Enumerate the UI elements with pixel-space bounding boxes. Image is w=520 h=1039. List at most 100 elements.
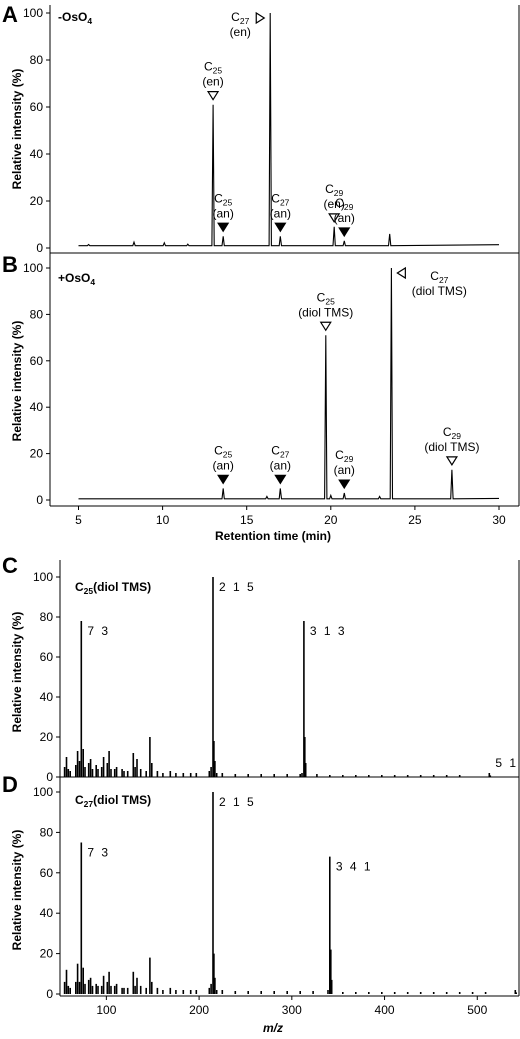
panel-b-annotation-3-phase: (an)	[212, 458, 233, 472]
panel-a-annotation-1-marker	[255, 11, 266, 25]
panel-c-ion-label: 7 3	[87, 624, 110, 638]
panel-b-x-tick-label: 5	[75, 513, 82, 527]
panel-a-annotation-4-phase: (en)	[323, 197, 344, 211]
panel-a-annotation-0-compound: C25	[204, 60, 222, 76]
panel-a-annotation-3-phase: (an)	[270, 206, 291, 220]
panel-a-y-tick-label: 80	[30, 53, 44, 67]
panel-b-y-tick-label: 20	[30, 447, 44, 461]
panel-b-x-axis-label: Retention time (min)	[215, 529, 331, 543]
panel-b-annotation-5-marker	[338, 479, 351, 490]
panel-d-bars	[63, 792, 518, 994]
panel-c-mass-spectrum: C25(diol TMS) Relative intensity (%) 0 20…	[10, 560, 520, 784]
panel-a-y-axis-label: Relative intensity (%)	[10, 69, 24, 190]
panel-a-annotation-3-compound: C27	[271, 191, 289, 207]
panel-label-c: C	[2, 553, 18, 578]
panel-b-annotation-4-marker	[274, 474, 287, 485]
panel-d-x-tick-label: 200	[189, 1003, 209, 1017]
panel-b-x-tick-label: 10	[156, 513, 170, 527]
panel-a-annotation-5-compound: C29	[335, 196, 353, 212]
panel-d-compound-label: C27(diol TMS)	[75, 793, 151, 809]
panel-b-annotation-0-compound: C25	[317, 290, 335, 306]
panel-c-compound-label: C25(diol TMS)	[75, 580, 151, 596]
panel-label-a: A	[2, 2, 18, 27]
panel-a-trace	[78, 12, 500, 247]
panel-d-y-tick-label: 40	[40, 906, 54, 920]
panel-c-bars	[63, 577, 492, 777]
panel-b-annotation-0-phase: (diol TMS)	[298, 305, 353, 319]
panel-d-ion-label: 2 1 5	[219, 795, 256, 809]
panel-b-condition-label: +OsO4	[58, 271, 95, 287]
panel-d-y-tick-label: 60	[40, 866, 54, 880]
panel-b-annotation-5-compound: C29	[335, 448, 353, 464]
panel-c-y-ticks: 0 20 40 60 80 100	[33, 570, 60, 784]
panel-b-y-tick-label: 40	[30, 400, 44, 414]
panel-d-x-tick-label: 100	[96, 1003, 116, 1017]
panel-b-y-tick-label: 80	[30, 307, 44, 321]
panel-c-ion-label: 2 1 5	[219, 580, 256, 594]
panel-b-annotations: C25(diol TMS)C27(diol TMS)C29(diol TMS)C…	[212, 266, 479, 490]
panel-a-annotation-4-compound: C29	[325, 182, 343, 198]
panel-b-y-tick-label: 0	[36, 493, 43, 507]
panel-d-y-tick-label: 80	[40, 825, 54, 839]
panel-a-y-tick-label: 40	[30, 147, 44, 161]
panel-a-annotation-0-phase: (en)	[202, 75, 223, 89]
panel-b-annotation-5-phase: (an)	[334, 463, 355, 477]
panel-b-trace	[78, 267, 500, 500]
panel-c-ion-labels: 7 3 2 1 5 3 1 3 5 1 3	[87, 580, 520, 770]
panel-b-x-tick-label: 30	[492, 513, 506, 527]
panel-b-y-tick-label: 100	[23, 261, 43, 275]
panel-c-y-tick-label: 40	[40, 690, 54, 704]
panel-b-y-axis-label: Relative intensity (%)	[10, 321, 24, 442]
panel-a-annotation-0-marker	[206, 91, 220, 101]
panel-b-annotation-3-compound: C25	[214, 443, 232, 459]
panel-a-y-tick-label: 20	[30, 194, 44, 208]
panel-b-annotation-4-compound: C27	[271, 443, 289, 459]
panel-b-annotation-1-phase: (diol TMS)	[412, 284, 467, 298]
panel-a-annotation-1-phase: (en)	[230, 25, 251, 39]
panel-c-y-tick-label: 20	[40, 730, 54, 744]
panel-b-annotation-3-marker	[217, 474, 230, 485]
panel-d-mass-spectrum: C27(diol TMS) Relative intensity (%) 0 20…	[10, 777, 520, 1035]
panel-d-x-tick-label: 300	[282, 1003, 302, 1017]
panel-b-annotation-0-marker	[319, 321, 332, 332]
panel-a-annotation-1-compound: C27	[231, 10, 249, 26]
panel-d-ion-labels: 7 32 1 53 4 15 4 1	[87, 795, 373, 874]
panel-b-annotation-4-phase: (an)	[270, 458, 291, 472]
panel-b-chromatogram: +OsO4 Relative intensity (%) 0 20 40 60 80 10…	[10, 253, 520, 543]
panel-b-y-ticks: 0 20 40 60 80 100	[23, 261, 50, 507]
panel-c-y-tick-label: 100	[33, 570, 53, 584]
panel-d-x-tick-label: 400	[375, 1003, 395, 1017]
panel-b-y-tick-label: 60	[30, 354, 44, 368]
panel-a-annotation-3-marker	[274, 222, 287, 233]
panel-b-annotation-2-compound: C29	[443, 425, 461, 441]
panel-a-condition-label: -OsO4	[58, 10, 92, 26]
panel-d-ion-label: 3 4 1	[336, 860, 373, 874]
panel-c-y-axis-label: Relative intensity (%)	[10, 612, 24, 733]
panel-d-x-axis-label: m/z	[263, 1021, 283, 1035]
panel-c-y-tick-label: 60	[40, 650, 54, 664]
panel-b-x-tick-label: 25	[408, 513, 422, 527]
panel-label-d: D	[2, 772, 18, 797]
panel-a-y-tick-label: 100	[23, 6, 43, 20]
panel-d-y-tick-label: 0	[46, 987, 53, 1001]
panel-a-annotation-5-marker	[338, 227, 351, 238]
panel-b-x-ticks: 5 10 15 20 25 30	[75, 506, 506, 527]
panel-c-ion-label: 5 1 3	[495, 756, 520, 770]
panel-a-y-ticks: 0 20 40 60 80 100	[23, 6, 50, 255]
panel-d-ion-label: 7 3	[87, 846, 110, 860]
panel-c-ion-label: 3 1 3	[310, 624, 347, 638]
panel-d-x-ticks: 100 200 300 400 500	[96, 996, 488, 1017]
panel-d-y-tick-label: 100	[33, 785, 53, 799]
panel-a-annotation-5-phase: (an)	[334, 211, 355, 225]
panel-a-y-tick-label: 0	[36, 241, 43, 255]
panel-d-y-tick-label: 20	[40, 947, 54, 961]
panel-a-annotation-2-phase: (an)	[212, 206, 233, 220]
panel-a-annotation-2-compound: C25	[214, 191, 232, 207]
panel-b-annotation-2-phase: (diol TMS)	[424, 440, 479, 454]
panel-a-annotation-4-marker	[328, 213, 341, 223]
panel-a-annotation-2-marker	[217, 222, 230, 233]
panel-label-b: B	[2, 252, 18, 277]
panel-b-x-tick-label: 15	[240, 513, 254, 527]
panel-b-annotation-2-marker	[445, 456, 458, 466]
